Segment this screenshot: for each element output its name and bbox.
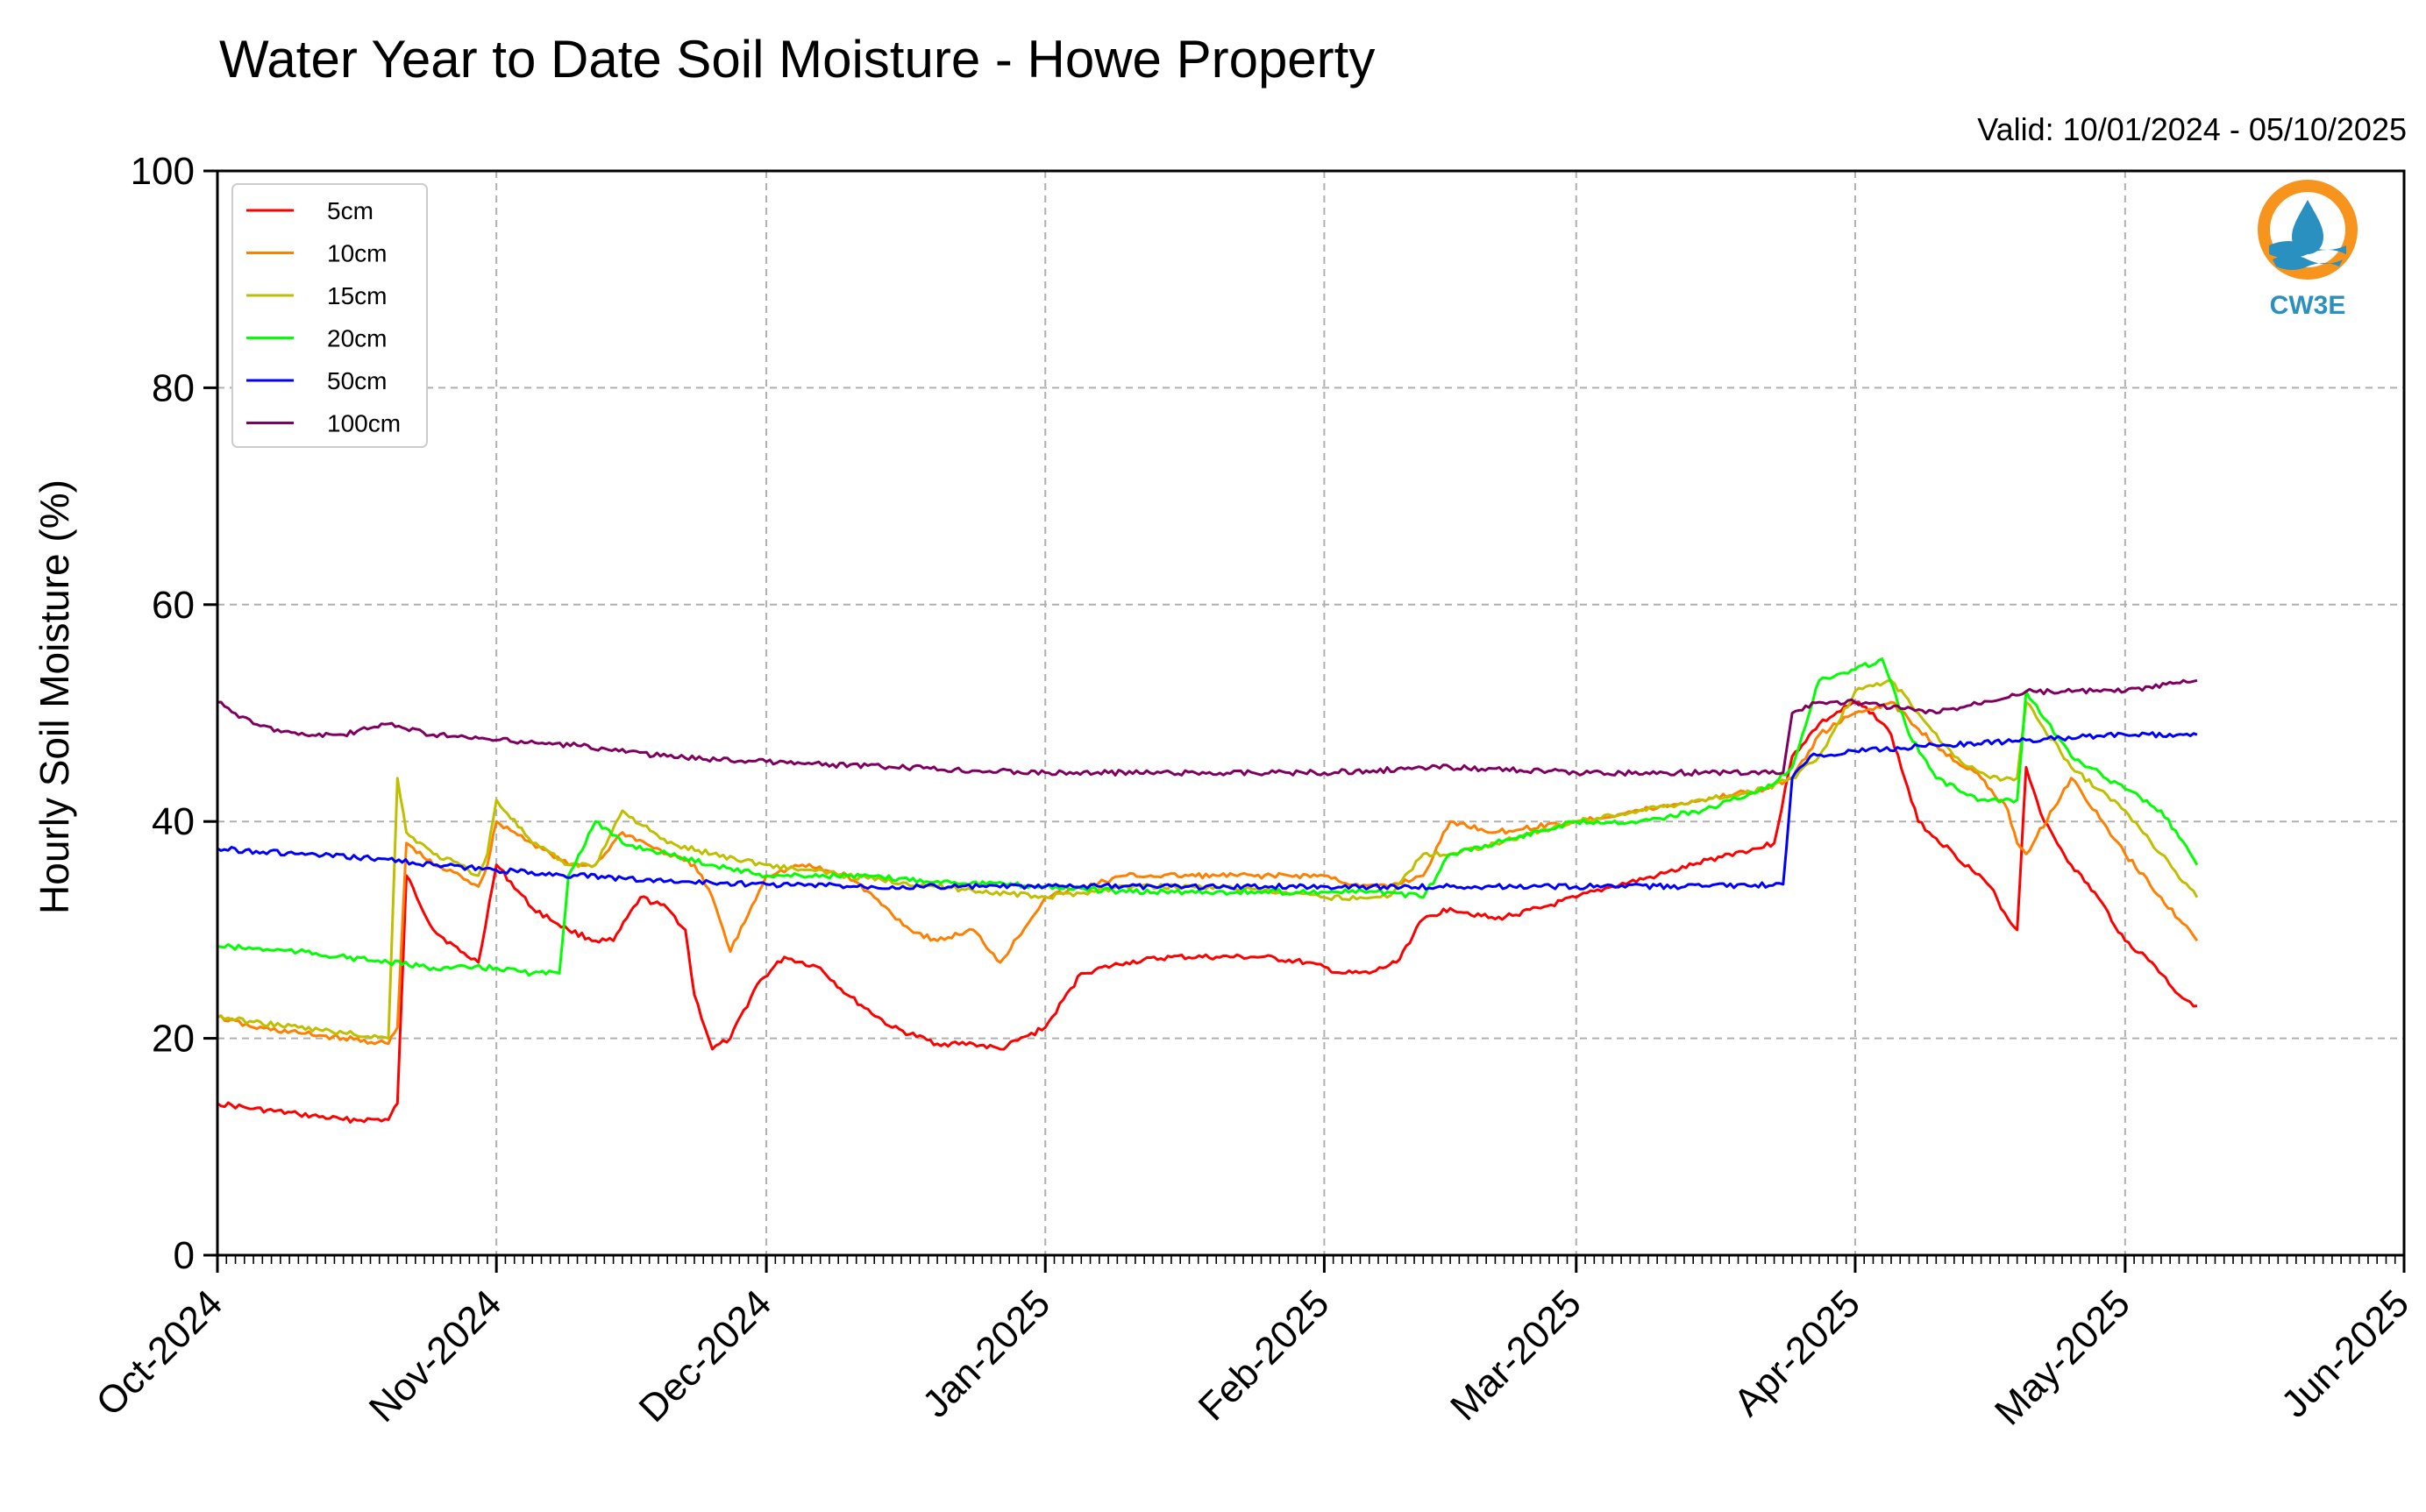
y-tick-label: 40 [152,800,195,843]
x-axis-ticks: Oct-2024 Nov-2024 Dec-2024 Jan-2025 Feb-2025… [88,1255,2417,1433]
series-line-15cm [217,678,2199,1040]
logo-wave-icon [2269,241,2346,259]
x-tick-label: Oct-2024 [88,1281,231,1424]
series-line-10cm [217,700,2199,1046]
chart-title: Water Year to Date Soil Moisture - Howe … [219,30,1375,89]
x-tick-label: Nov-2024 [361,1281,510,1430]
logo-drop-icon [2292,200,2323,254]
x-tick-label: Mar-2025 [1442,1281,1590,1429]
y-tick-label: 60 [152,584,195,627]
chart-subtitle: Valid: 10/01/2024 - 05/10/2025 [1977,111,2407,147]
grid-lines [217,171,2404,1255]
legend-label: 20cm [327,325,387,352]
x-tick-label: Feb-2025 [1191,1281,1338,1429]
legend-label: 15cm [327,282,387,309]
legend-label: 50cm [327,367,387,394]
series-line-50cm [217,731,2198,891]
cw3e-logo: CW3E [2258,180,2358,320]
y-tick-label: 100 [131,150,195,193]
series-line-5cm [217,700,2198,1124]
y-axis-ticks: 0 20 40 60 80 100 [131,150,217,1277]
plot-frame [216,169,2406,1257]
series-line-20cm [217,657,2199,977]
y-axis-label: Hourly Soil Moisture (%) [32,479,77,914]
legend-label: 5cm [327,197,374,224]
x-tick-label: Jun-2025 [2273,1281,2417,1425]
logo-ring-icon [2258,180,2358,280]
legend: 5cm 10cm 15cm 20cm 50cm 100cm [231,183,428,448]
x-tick-label: Dec-2024 [631,1281,780,1430]
y-tick-label: 0 [174,1234,195,1277]
y-tick-label: 20 [152,1018,195,1061]
legend-label: 100cm [327,410,401,437]
series-line-100cm [217,678,2198,777]
x-tick-label: Apr-2025 [1725,1281,1868,1424]
logo-text: CW3E [2270,291,2346,320]
logo-wave-icon-2 [2273,255,2343,270]
y-tick-label: 80 [152,366,195,409]
x-tick-label: May-2025 [1987,1281,2138,1433]
legend-label: 10cm [327,240,387,267]
x-tick-label: Jan-2025 [914,1281,1058,1425]
series-lines [217,657,2199,1124]
